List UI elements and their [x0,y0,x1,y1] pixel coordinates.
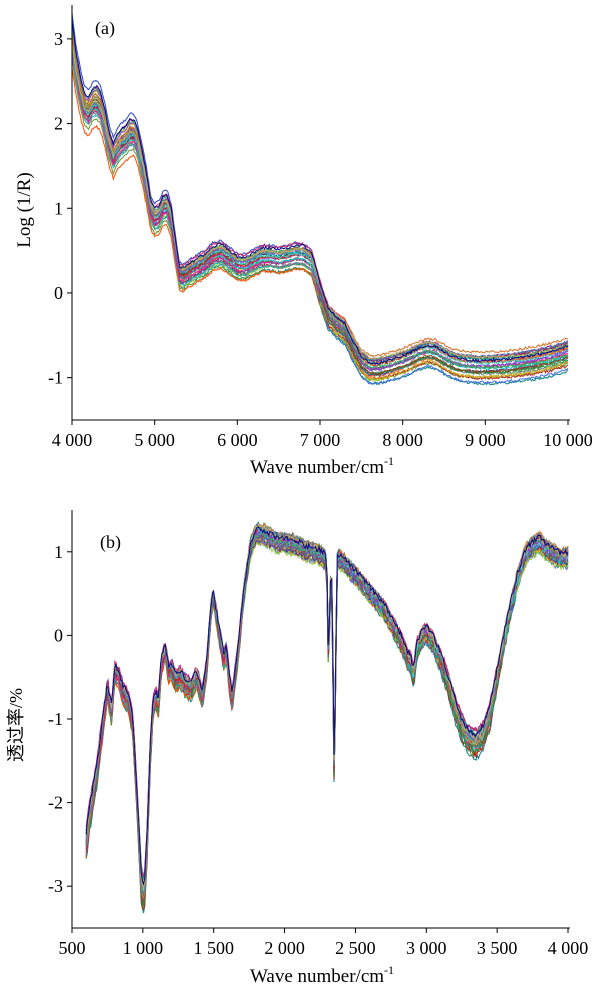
panel-a-x-axis-label-text: Wave number/cm [250,457,384,478]
panel-a-label: (a) [95,18,115,39]
panel-b-y-tick-label: 1 [54,542,63,562]
panel-b-series-line [85,526,569,886]
panel-a-y-ticks: -1 0 1 2 3 [48,29,72,388]
panel-b-y-tick-label: -3 [48,876,63,896]
panel-a-y-tick-label: 1 [54,198,63,218]
panel-a-series-group [71,13,569,386]
panel-a-series-line [71,53,569,376]
panel-b-x-tick-label: 2 500 [335,938,376,958]
panel-a-y-tick-label: 2 [54,114,63,134]
panel-a-x-tick-label: 8 000 [382,430,423,450]
panel-a-x-tick-label: 10 000 [543,430,593,450]
panel-b-y-tick-label: -1 [48,709,63,729]
panel-b-label: (b) [100,532,121,553]
panel-b-y-ticks: -3 -2 -1 0 1 [48,542,72,896]
panel-b-x-ticks: 500 1 000 1 500 2 000 2 500 3 000 3 500 4 000 [59,928,589,958]
panel-b-x-axis-label-sup: -1 [384,963,394,977]
panel-b-y-axis-label: 透过率/% [6,688,26,762]
panel-b-x-tick-label: 1 000 [123,938,164,958]
panel-a-series-line [71,57,569,382]
panel-a-series-line [71,35,569,386]
panel-b-x-tick-label: 2 000 [264,938,305,958]
panel-a-y-tick-label: 0 [54,283,63,303]
panel-a-series-line [71,67,569,378]
panel-a-x-axis-label-sup: -1 [384,454,394,468]
panel-b-x-tick-label: 1 500 [193,938,234,958]
panel-b-x-tick-label: 3 000 [406,938,447,958]
panel-b-x-tick-label: 500 [59,938,86,958]
panel-b-x-axis-label: Wave number/cm-1 [250,963,394,987]
panel-b-y-tick-label: -2 [48,793,63,813]
panel-a-x-tick-label: 6 000 [217,430,258,450]
panel-b-x-tick-label: 3 500 [477,938,518,958]
panel-a-series-line [71,21,569,366]
panel-a-series-line [71,53,568,376]
panel-b-series-group [85,520,569,914]
panel-a-series-line [71,49,569,386]
panel-a-x-tick-label: 5 000 [134,430,175,450]
panel-a-series-line [71,45,569,381]
panel-b-x-tick-label: 4 000 [548,938,589,958]
panel-a-x-tick-label: 7 000 [300,430,341,450]
panel-a-series-line [71,42,569,377]
panel-b-y-tick-label: 0 [54,625,63,645]
panel-a-x-ticks: 4 000 5 000 6 000 7 000 8 000 9 000 10 000 [52,420,593,450]
panel-a-x-axis-label: Wave number/cm-1 [250,454,394,478]
panel-a-y-axis-label: Log (1/R) [14,172,35,247]
panel-a-series-line [71,50,568,372]
panel-a-x-tick-label: 9 000 [465,430,506,450]
panel-a-x-tick-label: 4 000 [52,430,93,450]
panel-b-x-axis-label-text: Wave number/cm [250,966,384,987]
panel-a-series-line [71,50,569,371]
panel-a-y-tick-label: -1 [48,368,63,388]
panel-b-chart: 500 1 000 1 500 2 000 2 500 3 000 3 500 4 000 -… [6,510,588,987]
panel-a-chart: 4 000 5 000 6 000 7 000 8 000 9 000 10 000 -1 0… [14,5,593,478]
panel-a-y-tick-label: 3 [54,29,63,49]
panel-a-series-line [71,45,569,382]
